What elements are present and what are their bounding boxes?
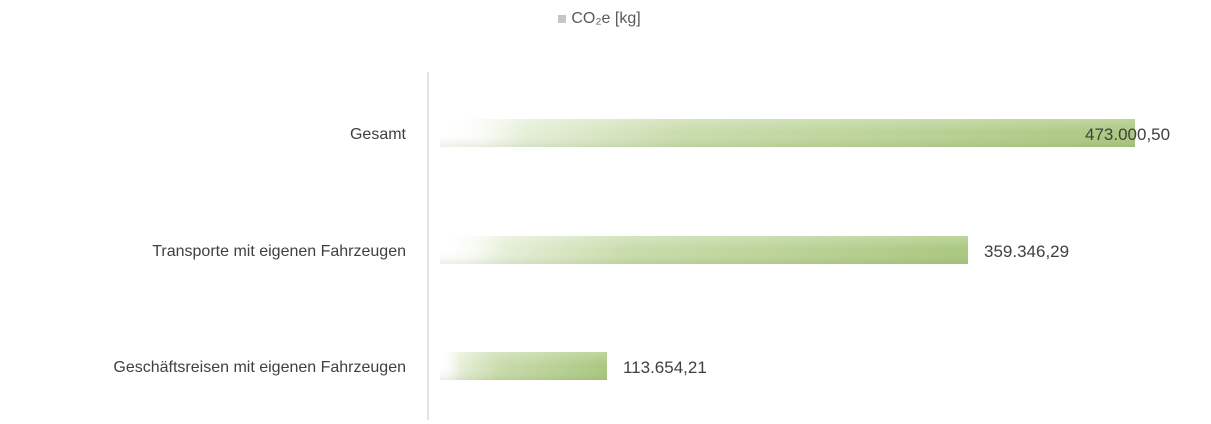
legend-label: CO₂e [kg]: [571, 10, 641, 27]
data-label-3: 113.654,21: [623, 358, 707, 377]
bar-shading-1: [440, 119, 1135, 147]
legend-swatch-icon: [558, 15, 567, 23]
data-label-1: 473.000,50: [1085, 125, 1170, 144]
bar-shading-3: [440, 352, 607, 380]
data-label-2: 359.346,29: [984, 242, 1069, 261]
legend-entry: CO₂e [kg]: [558, 10, 641, 28]
category-label-3: Geschäftsreisen mit eigenen Fahrzeugen: [113, 359, 406, 376]
category-label-2: Transporte mit eigenen Fahrzeugen: [152, 243, 406, 260]
category-label-1: Gesamt: [350, 126, 407, 143]
chart-legend: CO₂e [kg]: [0, 10, 1211, 28]
bar-shading-2: [440, 236, 969, 264]
